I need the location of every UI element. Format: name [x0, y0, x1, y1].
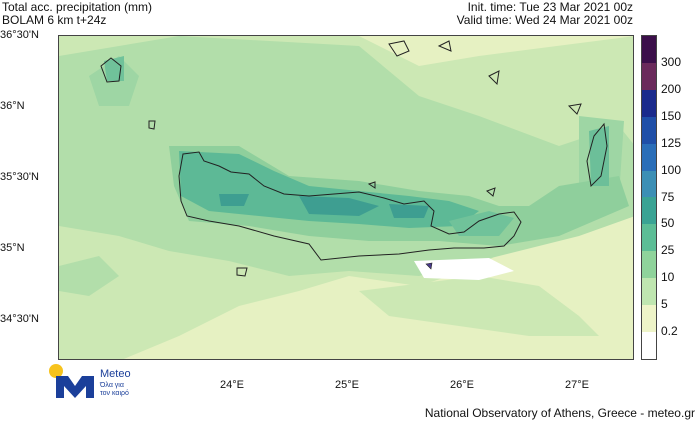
colorbar-label: 200 [661, 81, 682, 96]
colorbar-segment [642, 143, 656, 171]
meteo-logo-icon [49, 364, 94, 398]
logo-tagline-line-2: τον καιρό [100, 390, 129, 397]
colorbar-segment [642, 89, 656, 117]
colorbar-label: 150 [661, 108, 682, 123]
lon-label-26: 26°E [450, 379, 474, 391]
colorbar-segment [642, 197, 656, 225]
footer-credit: National Observatory of Athens, Greece -… [424, 406, 695, 420]
colorbar-segment [642, 116, 656, 144]
logo-tagline: Όλα για τον καιρό [100, 382, 129, 398]
colorbar-segment [642, 224, 656, 252]
colorbar-segment [642, 305, 656, 332]
precipitation-colorbar [641, 35, 657, 360]
init-time: Init. time: Tue 23 Mar 2021 00z [467, 0, 633, 14]
lat-label-36-30: 36°30'N [0, 29, 39, 41]
colorbar-label: 50 [661, 216, 675, 231]
logo-brand: Meteo [100, 368, 131, 380]
map-title: Total acc. precipitation (mm) BOLAM 6 km… [2, 1, 152, 27]
colorbar-label: 125 [661, 135, 682, 150]
lon-label-27: 27°E [565, 379, 589, 391]
colorbar-label: 10 [661, 270, 675, 285]
lat-label-36: 36°N [0, 100, 25, 112]
colorbar-label: 25 [661, 243, 675, 258]
time-info: Init. time: Tue 23 Mar 2021 00z Valid ti… [457, 1, 633, 27]
precipitation-field [59, 36, 633, 359]
title-line-1: Total acc. precipitation (mm) [2, 0, 153, 14]
colorbar-label: 5 [661, 297, 668, 312]
colorbar-segment [642, 331, 656, 359]
lat-label-34-30: 34°30'N [0, 313, 39, 325]
colorbar-label: 0.2 [661, 324, 678, 339]
valid-time: Valid time: Wed 24 Mar 2021 00z [456, 13, 633, 27]
colorbar-segment [642, 278, 656, 306]
lon-label-25: 25°E [335, 379, 359, 391]
colorbar-segment [642, 251, 656, 279]
colorbar-label: 75 [661, 189, 675, 204]
colorbar-segment [642, 170, 656, 198]
lat-label-35: 35°N [0, 242, 25, 254]
title-line-2: BOLAM 6 km t+24z [2, 13, 107, 27]
precipitation-map [58, 35, 634, 360]
colorbar-label: 100 [661, 162, 682, 177]
lon-label-24: 24°E [220, 379, 244, 391]
meteo-logo: Meteo Όλα για τον καιρό [48, 364, 158, 404]
colorbar-segment [642, 36, 656, 63]
lat-label-35-30: 35°30'N [0, 171, 39, 183]
logo-tagline-line-1: Όλα για [100, 382, 124, 389]
colorbar-label: 300 [661, 54, 682, 69]
colorbar-segment [642, 62, 656, 90]
